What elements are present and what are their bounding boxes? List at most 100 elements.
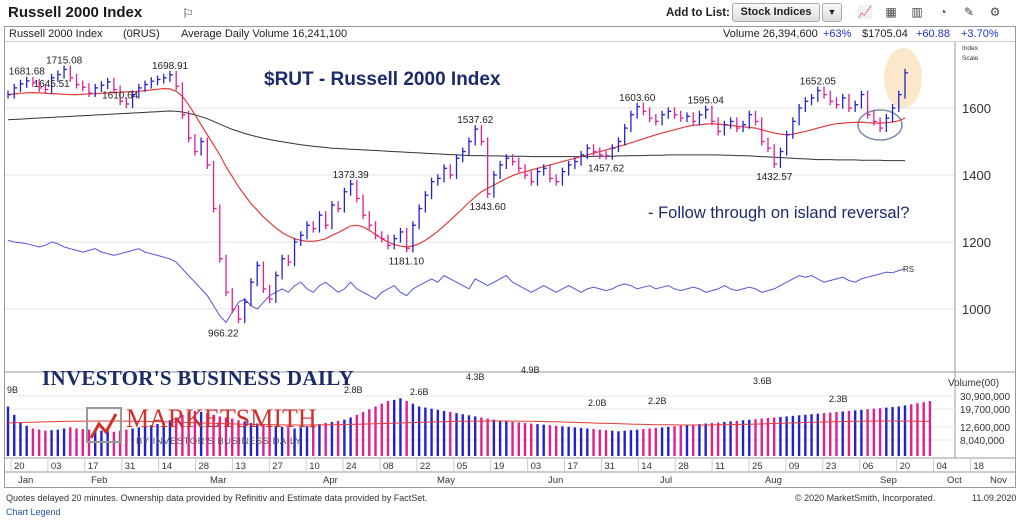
volume-bar xyxy=(673,426,676,456)
volume-bar xyxy=(922,402,925,456)
price-label: 966.22 xyxy=(208,328,239,339)
volume-bar xyxy=(6,406,10,456)
volume-bar xyxy=(810,414,813,456)
chart-title: $RUT - Russell 2000 Index xyxy=(264,69,501,90)
wrench-icon[interactable]: ✎ xyxy=(963,5,975,19)
volume-bar xyxy=(393,399,396,456)
volume-bar xyxy=(399,398,402,456)
volume-bar xyxy=(710,423,714,456)
volume-bar xyxy=(772,417,776,456)
chart-grid-icon[interactable]: ▦ xyxy=(885,5,897,19)
volume-tick-label: 8,040,000 xyxy=(960,436,1005,447)
volume-bar xyxy=(916,403,919,456)
volume-bar xyxy=(660,427,664,456)
volume-bar xyxy=(299,427,302,456)
volume-bar xyxy=(50,430,53,456)
volume-bar xyxy=(517,422,520,456)
volume-bar xyxy=(554,425,558,456)
volume-bar xyxy=(436,409,440,456)
date-tick-label: 24 xyxy=(346,461,357,472)
settings-icon[interactable]: ⚙ xyxy=(989,5,1001,19)
volume-label: 9B xyxy=(7,385,18,395)
volume-bar xyxy=(592,429,595,456)
date-tick-label: 28 xyxy=(678,461,689,472)
volume-bar xyxy=(704,423,707,456)
volume-bar xyxy=(243,421,246,456)
add-to-list-label: Add to List: xyxy=(666,7,730,19)
date-tick-label: 14 xyxy=(641,461,652,472)
marketsmith-sub: BY INVESTOR'S BUSINESS DAILY xyxy=(136,436,302,447)
volume-bar xyxy=(523,423,527,456)
volume-bar xyxy=(667,426,670,456)
volume-bar xyxy=(424,407,427,456)
volume-bar xyxy=(324,423,327,456)
volume-label: 2.0B xyxy=(588,398,607,408)
list-select[interactable]: Stock Indices xyxy=(732,3,820,22)
chart-frame xyxy=(4,26,1016,488)
marketsmith-logo-mark xyxy=(86,407,122,443)
price-label: 1652.05 xyxy=(800,77,837,88)
volume-bar xyxy=(44,430,47,456)
volume-tick-label: 19,700,000 xyxy=(960,405,1010,416)
price-tick-label: 1400 xyxy=(962,168,991,183)
volume-bar xyxy=(766,418,770,456)
volume-bar xyxy=(318,424,321,456)
volume-bar xyxy=(106,431,109,456)
volume-bar xyxy=(69,427,72,456)
volume-bar xyxy=(579,427,583,456)
info-avg-volume: Average Daily Volume 16,241,100 xyxy=(181,28,348,40)
info-bar: Russell 2000 Index (0RUS) Average Daily … xyxy=(5,27,1015,42)
volume-bar xyxy=(860,409,863,456)
date-tick-label: 04 xyxy=(937,461,948,472)
volume-bar xyxy=(75,428,78,456)
volume-bar xyxy=(355,414,359,456)
volume-bar xyxy=(779,416,782,456)
volume-bar xyxy=(461,414,464,456)
volume-bar xyxy=(411,403,415,456)
volume-bar xyxy=(816,413,819,456)
flag-icon[interactable]: ⚐ xyxy=(182,6,194,21)
volume-label: 4.9B xyxy=(521,365,540,375)
rs-label: RS xyxy=(903,265,914,274)
volume-bar xyxy=(486,418,489,456)
dropdown-arrow-icon[interactable]: ▼ xyxy=(822,3,842,22)
volume-bar xyxy=(417,406,421,456)
volume-bar xyxy=(287,427,290,456)
copyright: © 2020 MarketSmith, Incorporated. xyxy=(795,493,936,503)
volume-bar xyxy=(760,418,763,456)
volume-bar xyxy=(511,421,514,456)
volume-bar xyxy=(698,424,701,456)
scale-label-index: Index xyxy=(962,45,979,52)
scale-label-scale: Scale xyxy=(962,55,979,62)
price-label: 1610.64 xyxy=(102,90,139,101)
volume-bar xyxy=(150,425,153,456)
date-tick-label: 03 xyxy=(531,461,542,472)
volume-bar xyxy=(928,401,932,456)
chart-line-icon[interactable]: 📈 xyxy=(857,5,873,19)
volume-bar xyxy=(156,424,159,456)
volume-bar xyxy=(237,420,240,456)
info-volume-change: +63% xyxy=(823,28,852,40)
volume-bar xyxy=(212,414,215,456)
chart-legend-link[interactable]: Chart Legend xyxy=(6,507,61,517)
volume-label: 2.2B xyxy=(648,396,667,406)
month-label: Apr xyxy=(323,475,338,486)
volume-bar xyxy=(218,416,221,456)
date-tick-label: 19 xyxy=(494,461,505,472)
volume-bar xyxy=(405,401,408,456)
marketsmith-logo: MARKETSMITH xyxy=(126,404,317,433)
date-tick-label: 28 xyxy=(199,461,210,472)
volume-bar xyxy=(249,423,253,456)
price-tick-label: 1000 xyxy=(962,302,991,317)
volume-label: 2.8B xyxy=(344,385,363,395)
volume-bar xyxy=(280,426,284,456)
volume-bar xyxy=(162,423,165,456)
volume-bar xyxy=(735,420,739,456)
volume-bar xyxy=(897,406,900,456)
volume-bar xyxy=(56,429,60,456)
volume-bar xyxy=(642,429,645,456)
chart-bar-icon[interactable]: ▥ xyxy=(911,5,923,19)
volume-bar xyxy=(305,426,309,456)
alert-icon[interactable]: ◔ xyxy=(939,5,947,19)
volume-bar xyxy=(505,421,508,456)
